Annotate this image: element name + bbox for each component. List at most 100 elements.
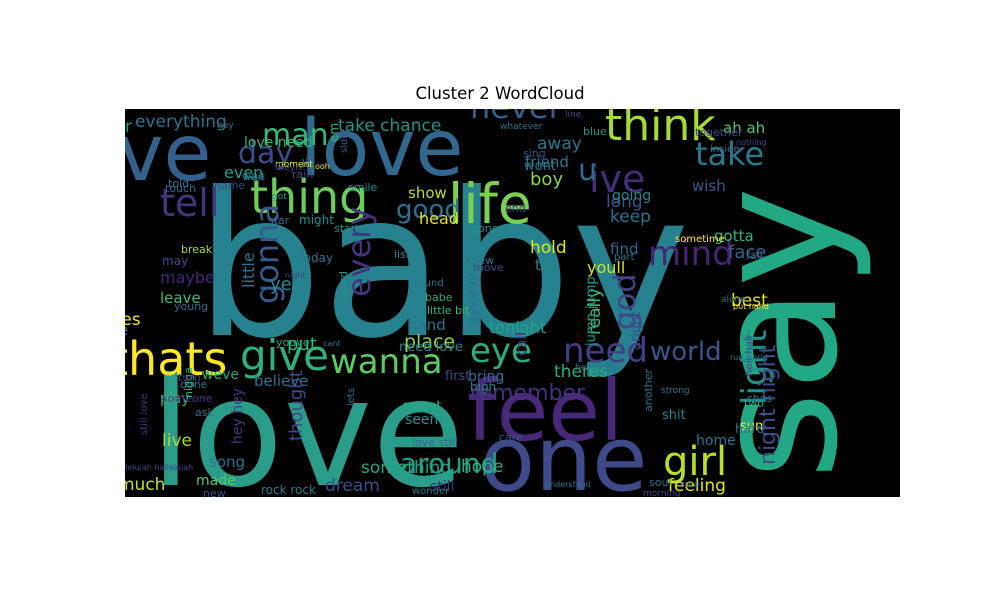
word-wonder: wonder [412,486,450,497]
word-lets: lets [346,388,357,406]
word-lie: lie [302,157,315,170]
word-wait: wait [242,170,266,183]
word-gotta: gotta [714,227,754,245]
word-sure: sure [680,480,700,490]
word-side: side [339,133,350,154]
word-friend: friend [525,153,569,171]
word-together: together [695,126,743,139]
word-put-hand: put hand [733,302,769,311]
word-dream: dream [325,476,380,496]
word-ah-ah: ah ah [723,119,765,137]
word-part: part [614,252,635,263]
word-live: live [162,431,192,451]
word-name: name [214,179,245,192]
word-ive: ive [589,157,645,201]
word-take-chance: take chance [338,116,441,136]
word-aright: aright [629,311,644,350]
word-fall: fall [746,249,763,262]
word-world: world [650,337,722,367]
word-seem: seem [405,412,443,428]
word-play: play [160,391,190,407]
word-blue: blue [583,125,607,138]
word-thought: thought [286,370,307,441]
word-knew: knew [465,254,494,267]
word-hope: hope [461,457,503,477]
word-wont: wont [524,159,556,174]
word-today: today [299,251,333,265]
word-keep: keep [610,207,651,227]
word-head: head [419,209,459,228]
word-leave: leave [160,289,201,307]
word-ye: ye [270,274,292,295]
word-take: take [695,135,764,173]
word-gonna: gonna [248,204,286,304]
word-rock-rock: rock rock [261,483,316,497]
word-something: something [361,458,451,478]
word-move: move [473,261,504,274]
word-man: man [262,118,329,153]
word-bring: bring [468,369,504,385]
word-first: first [445,369,470,384]
word-got: got [272,192,287,202]
word-still-love: still love [139,393,150,435]
word-jump-jump: jump jump [584,276,599,347]
word-day: day [238,136,293,171]
word-face: face [728,242,766,263]
word-rain: rain [292,168,313,181]
word-babe: babe [425,291,453,304]
word-boy: boy [530,169,563,190]
word-maybe: maybe [160,268,215,287]
word-thats: thats [125,332,227,386]
word-youll: youll [587,258,625,277]
word-even: even [224,163,263,182]
word-wish: wish [692,177,726,195]
word-love: love [150,347,465,497]
word-hello-hello: hello hello [575,363,622,373]
word-nothing: nothing [736,138,767,147]
word-morning: morning [643,489,680,497]
word-line: line [565,110,582,120]
word-place: place [404,331,455,353]
word-little: little [239,252,258,288]
word-say: say [678,187,876,480]
word-everything: everything [135,112,227,132]
word-long: long [606,192,643,212]
word-someone: someone [162,392,213,405]
word-ask: ask [195,406,214,419]
word-call: call [514,332,530,356]
word-made: made [196,473,236,489]
word-sweet: sweet [403,399,442,414]
word-tell: tell [160,181,219,225]
word-find: find [610,240,638,258]
word-much: much [125,475,165,495]
word-turn: turn [178,371,201,384]
word-light: light [735,330,775,405]
word-care: care [499,431,523,444]
word-touch: touch [165,182,196,195]
word-gone: gone [471,222,499,235]
word-night: night [285,271,306,280]
word-eye: eye [470,331,532,371]
word-away: away [537,134,582,154]
word-show: show [408,184,447,202]
word-better: better [125,117,132,137]
word-feeling: feeling [668,476,726,496]
word-may: may [162,254,188,268]
chart-title: Cluster 2 WordCloud [415,84,585,103]
word-think: think [605,109,716,151]
word-hand: hand [408,316,446,334]
word-high: high [470,380,496,394]
word-sun: sun [740,419,763,434]
word-end: end [505,202,526,215]
word-hallelujah-hallelujah: hallelujah hallelujah [125,463,193,472]
word-soul: soul [649,476,672,489]
word-youve: youve [276,336,310,349]
word-found: found [415,278,444,289]
word-em: em [327,123,341,142]
word-girl: girl [663,439,727,485]
word-another: another [642,369,655,412]
word-really: really [585,288,605,335]
word-love: love [125,109,212,199]
word-ooh: ooh [315,162,330,171]
word-shit: shit [662,408,686,423]
